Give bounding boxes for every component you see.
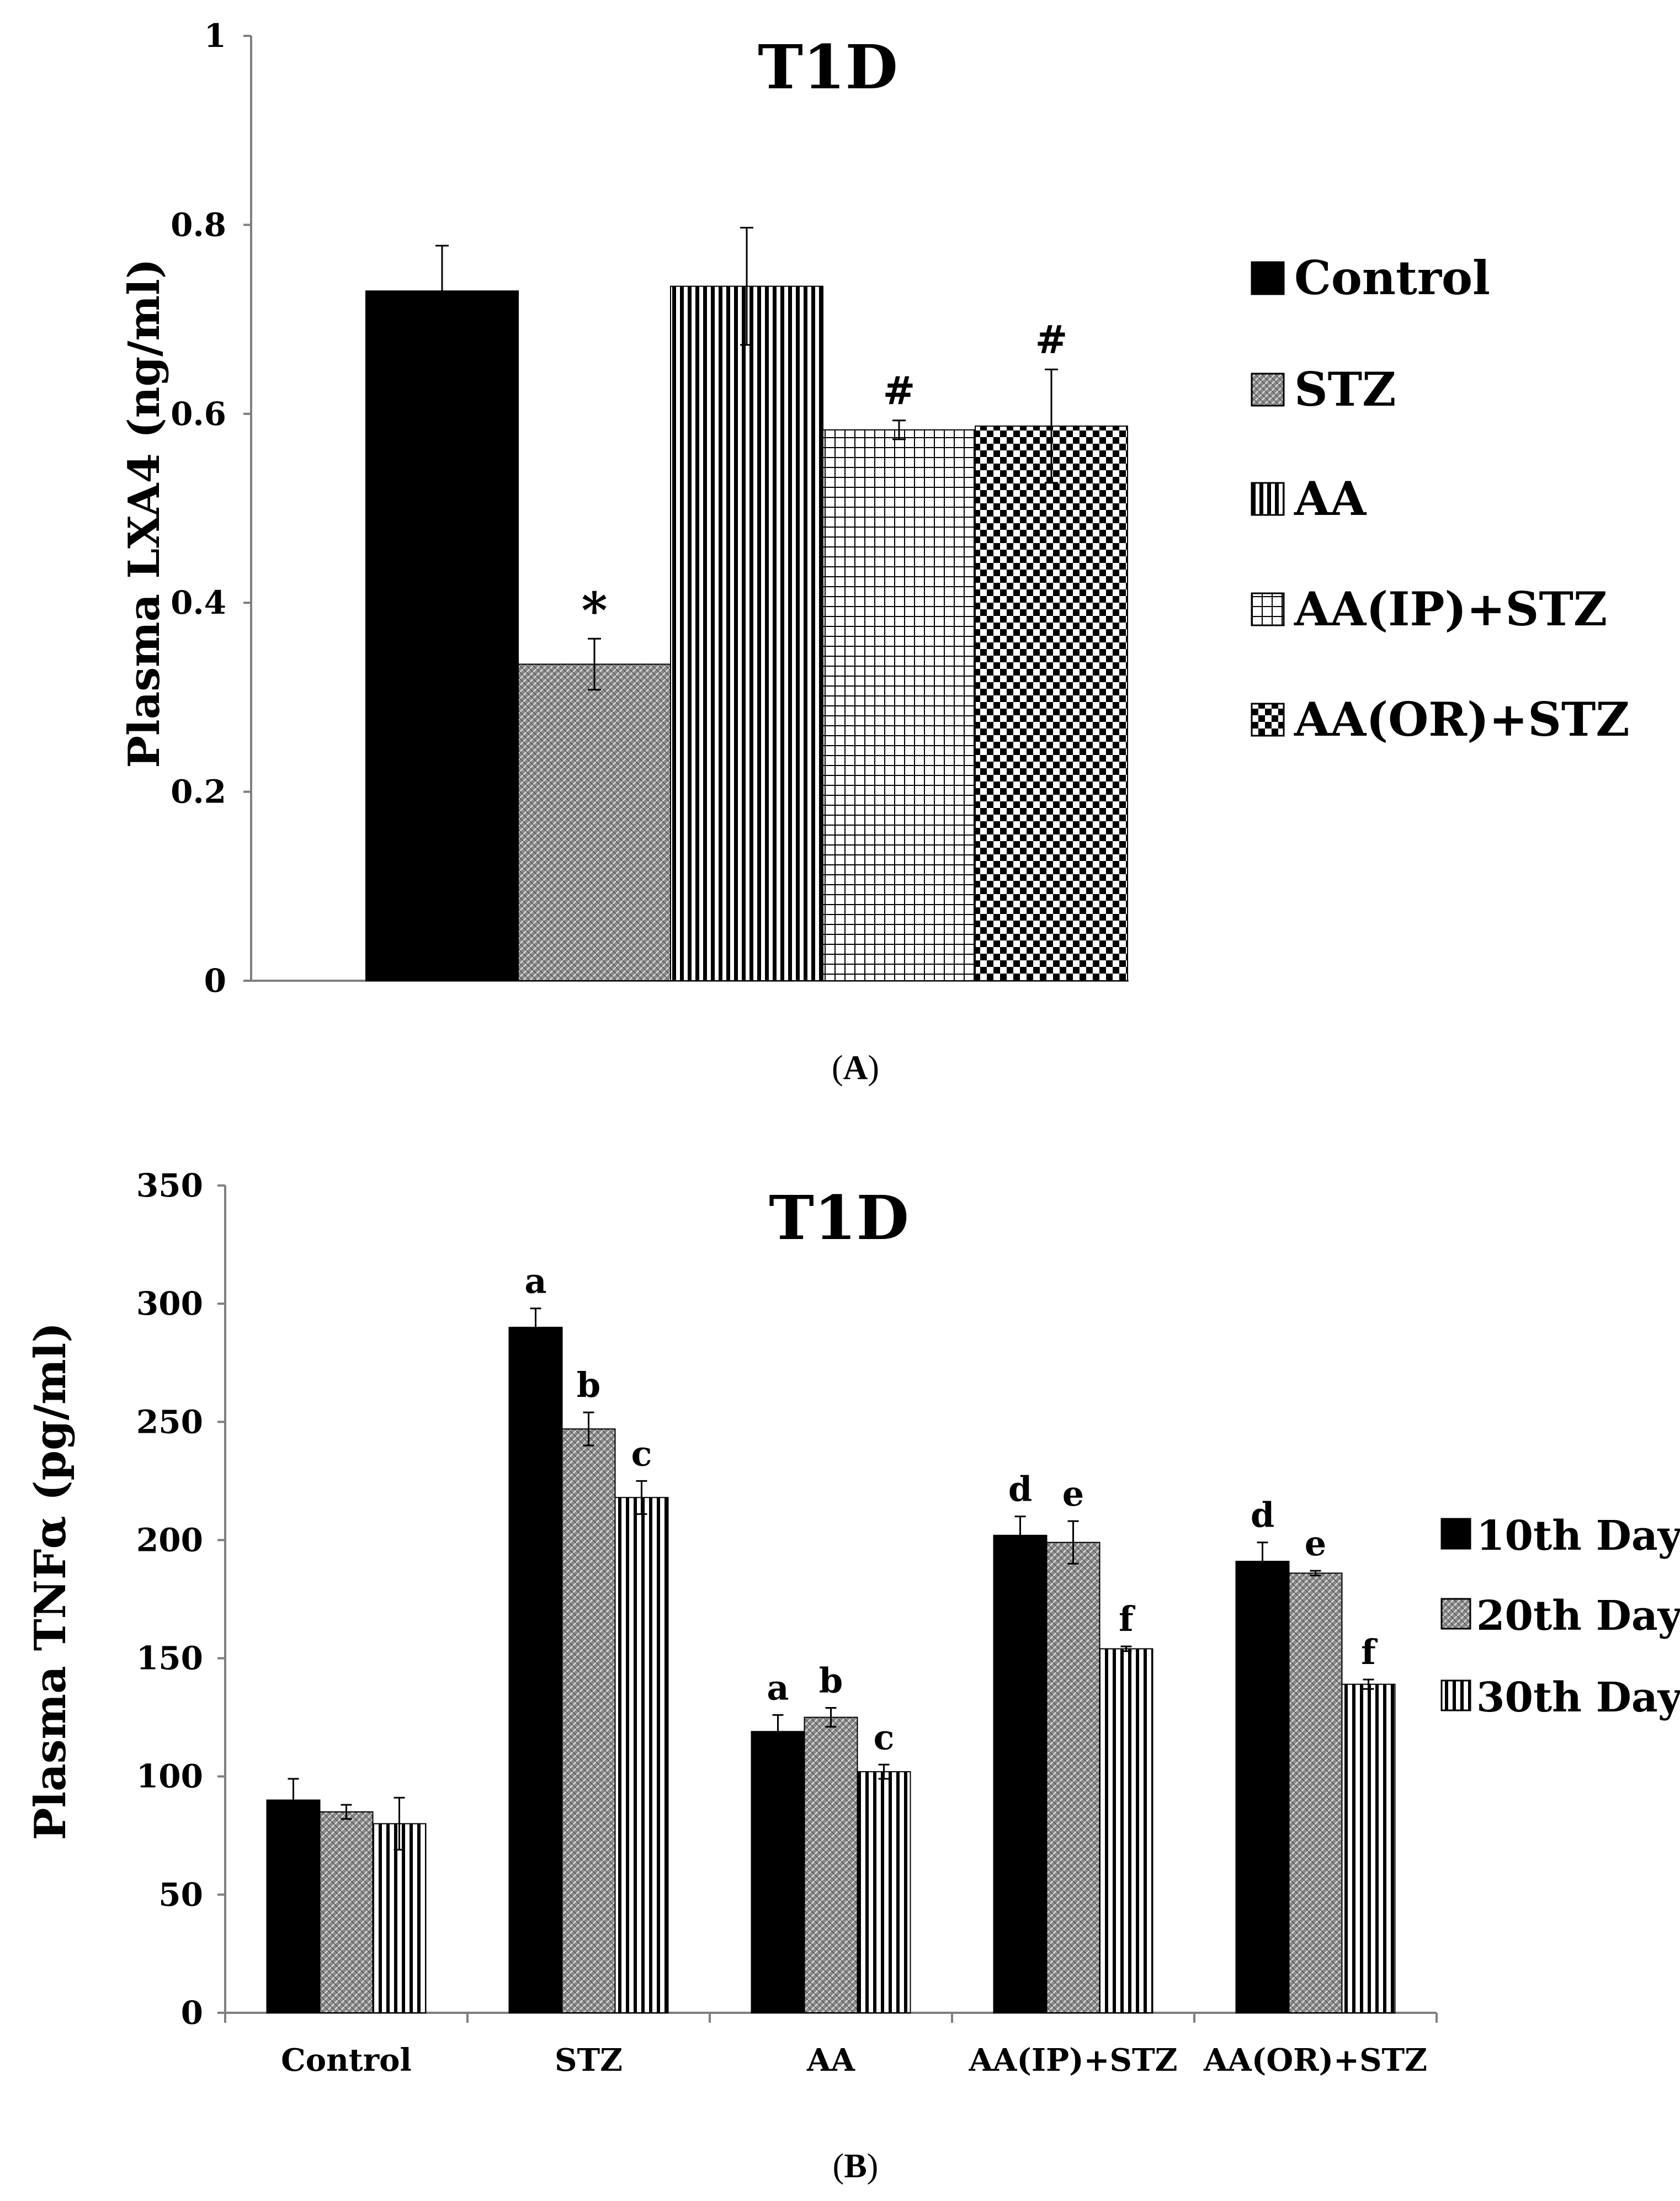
chart-b-error-bar-3-1 bbox=[772, 1714, 784, 1749]
chart-a-legend-swatch-4 bbox=[1251, 592, 1285, 626]
chart-b: T1D Plasma TNFα (pg/ml) 0 50 100 150 200 250 3… bbox=[25, 1167, 1680, 2078]
chart-b-error-bar-4-1 bbox=[1014, 1516, 1026, 1555]
chart-b-annotation-4-3: f bbox=[1119, 1599, 1135, 1639]
chart-a-error-bar-4 bbox=[892, 419, 906, 440]
chart-b-bar-1-1 bbox=[266, 1799, 321, 2014]
chart-b-x-tick-label-5: AA(OR)+STZ bbox=[1203, 2042, 1427, 2078]
chart-b-x-tick-label-4: AA(IP)+STZ bbox=[968, 2042, 1177, 2078]
chart-a-error-bar-1 bbox=[435, 244, 449, 337]
chart-b-bar-3-1 bbox=[751, 1731, 805, 2014]
chart-b-error-bar-5-3 bbox=[1363, 1678, 1374, 1690]
chart-a-error-bar-2 bbox=[588, 637, 601, 691]
chart-a-error-bar-3 bbox=[740, 227, 753, 346]
chart-b-x-tick-label-3: AA bbox=[806, 2042, 855, 2078]
chart-b-bar-1-3 bbox=[372, 1823, 427, 2013]
caption-a: (A) bbox=[831, 1049, 880, 1087]
chart-b-bar-4-1 bbox=[993, 1534, 1048, 2013]
chart-a-error-bar-5 bbox=[1045, 368, 1058, 484]
chart-b-error-bar-1-3 bbox=[394, 1796, 405, 1851]
chart-b-x-tick-label-1: Control bbox=[281, 2042, 412, 2078]
chart-b-annotation-5-2: e bbox=[1305, 1523, 1326, 1564]
chart-b-annotation-3-3: c bbox=[874, 1717, 895, 1757]
chart-a-bar-4 bbox=[822, 429, 976, 981]
chart-b-error-bar-1-1 bbox=[288, 1778, 299, 1822]
chart-b-annotation-5-1: d bbox=[1251, 1495, 1274, 1535]
chart-b-y-tick-label: 0 bbox=[181, 1994, 203, 2032]
chart-a-bar-5 bbox=[975, 426, 1128, 981]
chart-a-y-axis-label: Plasma LXA4 (ng/ml) bbox=[119, 258, 169, 768]
chart-a: T1D Plasma LXA4 (ng/ml) 0 0.2 0.4 0.6 0.8 1 *… bbox=[119, 17, 1630, 1000]
chart-a-legend-label-1: Control bbox=[1294, 251, 1490, 305]
chart-b-bar-5-1 bbox=[1235, 1560, 1290, 2014]
chart-b-x-tick-label-2: STZ bbox=[555, 2042, 623, 2078]
chart-a-legend-label-4: AA(IP)+STZ bbox=[1294, 582, 1607, 636]
chart-b-error-bar-1-2 bbox=[341, 1804, 352, 1820]
chart-a-y-tick-label: 1 bbox=[204, 17, 226, 55]
chart-b-y-tick-label: 350 bbox=[136, 1167, 203, 1204]
chart-b-error-bar-2-3 bbox=[636, 1480, 647, 1515]
chart-a-legend-label-5: AA(OR)+STZ bbox=[1294, 692, 1630, 747]
chart-b-bar-4-2 bbox=[1046, 1541, 1100, 2013]
chart-b-bar-5-3 bbox=[1341, 1683, 1396, 2013]
chart-b-title: T1D bbox=[769, 1182, 909, 1253]
chart-a-annotation-2: * bbox=[581, 581, 607, 640]
chart-a-bar-1 bbox=[365, 290, 519, 981]
chart-a-legend-label-3: AA bbox=[1294, 471, 1367, 526]
chart-b-legend-swatch-3 bbox=[1440, 1679, 1471, 1711]
chart-a-legend-swatch-5 bbox=[1251, 703, 1285, 737]
chart-b-y-tick-label: 300 bbox=[136, 1285, 203, 1322]
chart-b-error-bar-5-1 bbox=[1257, 1541, 1268, 1581]
chart-b-annotation-5-3: f bbox=[1361, 1632, 1378, 1672]
chart-a-title: T1D bbox=[758, 31, 898, 103]
chart-b-bar-1-2 bbox=[319, 1811, 374, 2013]
chart-a-y-tick-label: 0.8 bbox=[171, 206, 226, 243]
chart-b-y-tick-label: 200 bbox=[136, 1521, 203, 1559]
chart-a-legend-swatch-1 bbox=[1251, 261, 1285, 295]
chart-b-annotation-2-2: b bbox=[577, 1365, 600, 1405]
chart-a-legend-swatch-3 bbox=[1251, 482, 1285, 516]
chart-b-y-axis-label: Plasma TNFα (pg/ml) bbox=[25, 1322, 76, 1840]
chart-b-y-tick-label: 50 bbox=[158, 1876, 203, 1913]
chart-b-error-bar-4-3 bbox=[1120, 1645, 1132, 1652]
chart-b-annotation-4-1: d bbox=[1008, 1469, 1032, 1509]
chart-b-y-tick-label: 250 bbox=[136, 1403, 203, 1440]
chart-b-legend-swatch-1 bbox=[1440, 1518, 1471, 1550]
chart-a-annotation-5: # bbox=[1035, 316, 1068, 362]
chart-b-annotation-2-3: c bbox=[631, 1433, 652, 1474]
chart-b-error-bar-2-2 bbox=[583, 1411, 594, 1447]
chart-a-y-tick-label: 0.2 bbox=[171, 773, 226, 811]
chart-a-legend-swatch-2 bbox=[1251, 373, 1285, 407]
chart-b-y-tick-label: 150 bbox=[136, 1640, 203, 1677]
chart-a-y-tick-label: 0 bbox=[204, 962, 226, 1000]
chart-a-y-tick-label: 0.4 bbox=[171, 584, 226, 621]
chart-b-bar-2-2 bbox=[561, 1428, 616, 2013]
chart-b-legend-swatch-2 bbox=[1440, 1598, 1471, 1630]
chart-a-bar-3 bbox=[670, 285, 823, 981]
chart-b-error-bar-2-1 bbox=[530, 1307, 541, 1347]
chart-a-y-tick-label: 0.6 bbox=[171, 395, 226, 433]
chart-a-annotation-4: # bbox=[883, 368, 916, 413]
chart-b-legend-label-2: 20th Day bbox=[1476, 1592, 1680, 1640]
chart-b-bar-2-1 bbox=[508, 1326, 563, 2013]
chart-b-annotation-4-2: e bbox=[1062, 1474, 1084, 1514]
chart-a-bar-2 bbox=[518, 663, 671, 981]
chart-b-legend-label-3: 30th Day bbox=[1476, 1674, 1680, 1721]
chart-a-legend-label-2: STZ bbox=[1294, 362, 1396, 417]
chart-b-bar-5-2 bbox=[1288, 1572, 1343, 2014]
chart-b-legend-label-1: 10th Day bbox=[1476, 1512, 1680, 1560]
chart-b-error-bar-3-3 bbox=[878, 1763, 890, 1780]
chart-b-error-bar-4-2 bbox=[1067, 1520, 1079, 1565]
chart-b-bar-3-2 bbox=[804, 1716, 858, 2013]
chart-b-bar-2-3 bbox=[614, 1497, 669, 2013]
chart-b-bar-3-3 bbox=[857, 1771, 911, 2014]
caption-b: (B) bbox=[832, 2147, 879, 2185]
chart-b-annotation-3-2: b bbox=[819, 1661, 843, 1701]
chart-b-annotation-2-1: a bbox=[524, 1261, 546, 1301]
chart-b-bar-4-3 bbox=[1099, 1648, 1153, 2013]
chart-b-y-tick-label: 100 bbox=[136, 1758, 203, 1795]
chart-b-error-bar-5-2 bbox=[1310, 1570, 1321, 1577]
chart-b-annotation-3-1: a bbox=[767, 1667, 789, 1708]
chart-b-error-bar-3-2 bbox=[825, 1707, 837, 1728]
